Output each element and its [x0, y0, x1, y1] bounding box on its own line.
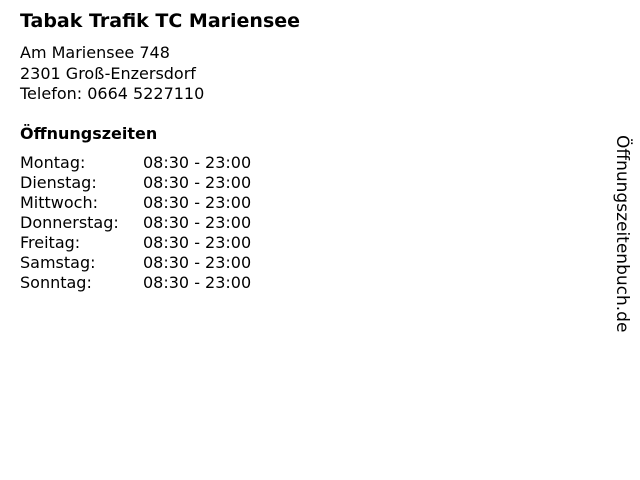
time: 08:30 - 23:00 [143, 273, 252, 292]
hours-heading: Öffnungszeiten [20, 124, 158, 143]
day: Montag: [20, 153, 86, 172]
city: 2301 Groß-Enzersdorf [20, 63, 196, 83]
day: Mittwoch: [20, 193, 98, 212]
hours-row: Donnerstag: 08:30 - 23:00 [20, 213, 251, 233]
phone: Telefon: 0664 5227110 [20, 84, 205, 103]
time: 08:30 - 23:00 [143, 193, 252, 212]
day: Dienstag: [20, 173, 97, 192]
time: 08:30 - 23:00 [143, 213, 252, 232]
time: 08:30 - 23:00 [143, 173, 252, 192]
street: Am Mariensee 748 [20, 43, 170, 62]
hours-row: Dienstag: 08:30 - 23:00 [20, 173, 251, 193]
hours-row: Mittwoch: 08:30 - 23:00 [20, 193, 251, 213]
hours-row: Montag: 08:30 - 23:00 [20, 153, 251, 173]
day: Sonntag: [20, 273, 92, 292]
day: Freitag: [20, 233, 81, 252]
time: 08:30 - 23:00 [143, 253, 252, 272]
hours-row: Freitag: 08:30 - 23:00 [20, 233, 251, 253]
hours-row: Samstag: 08:30 - 23:00 [20, 253, 251, 273]
time: 08:30 - 23:00 [143, 153, 252, 172]
hours-table: Montag: 08:30 - 23:00 Dienstag: 08:30 - 23… [20, 153, 251, 293]
address-block: Am Mariensee 748 2301 Groß-Enzersdorf Te… [20, 43, 204, 105]
store-name: Tabak Trafik TC Mariensee [20, 10, 301, 32]
hours-row: Sonntag: 08:30 - 23:00 [20, 273, 251, 293]
day: Samstag: [20, 253, 96, 272]
day: Donnerstag: [20, 213, 119, 232]
time: 08:30 - 23:00 [143, 233, 252, 252]
brand-watermark: Öffnungszeitenbuch.de [612, 135, 632, 333]
